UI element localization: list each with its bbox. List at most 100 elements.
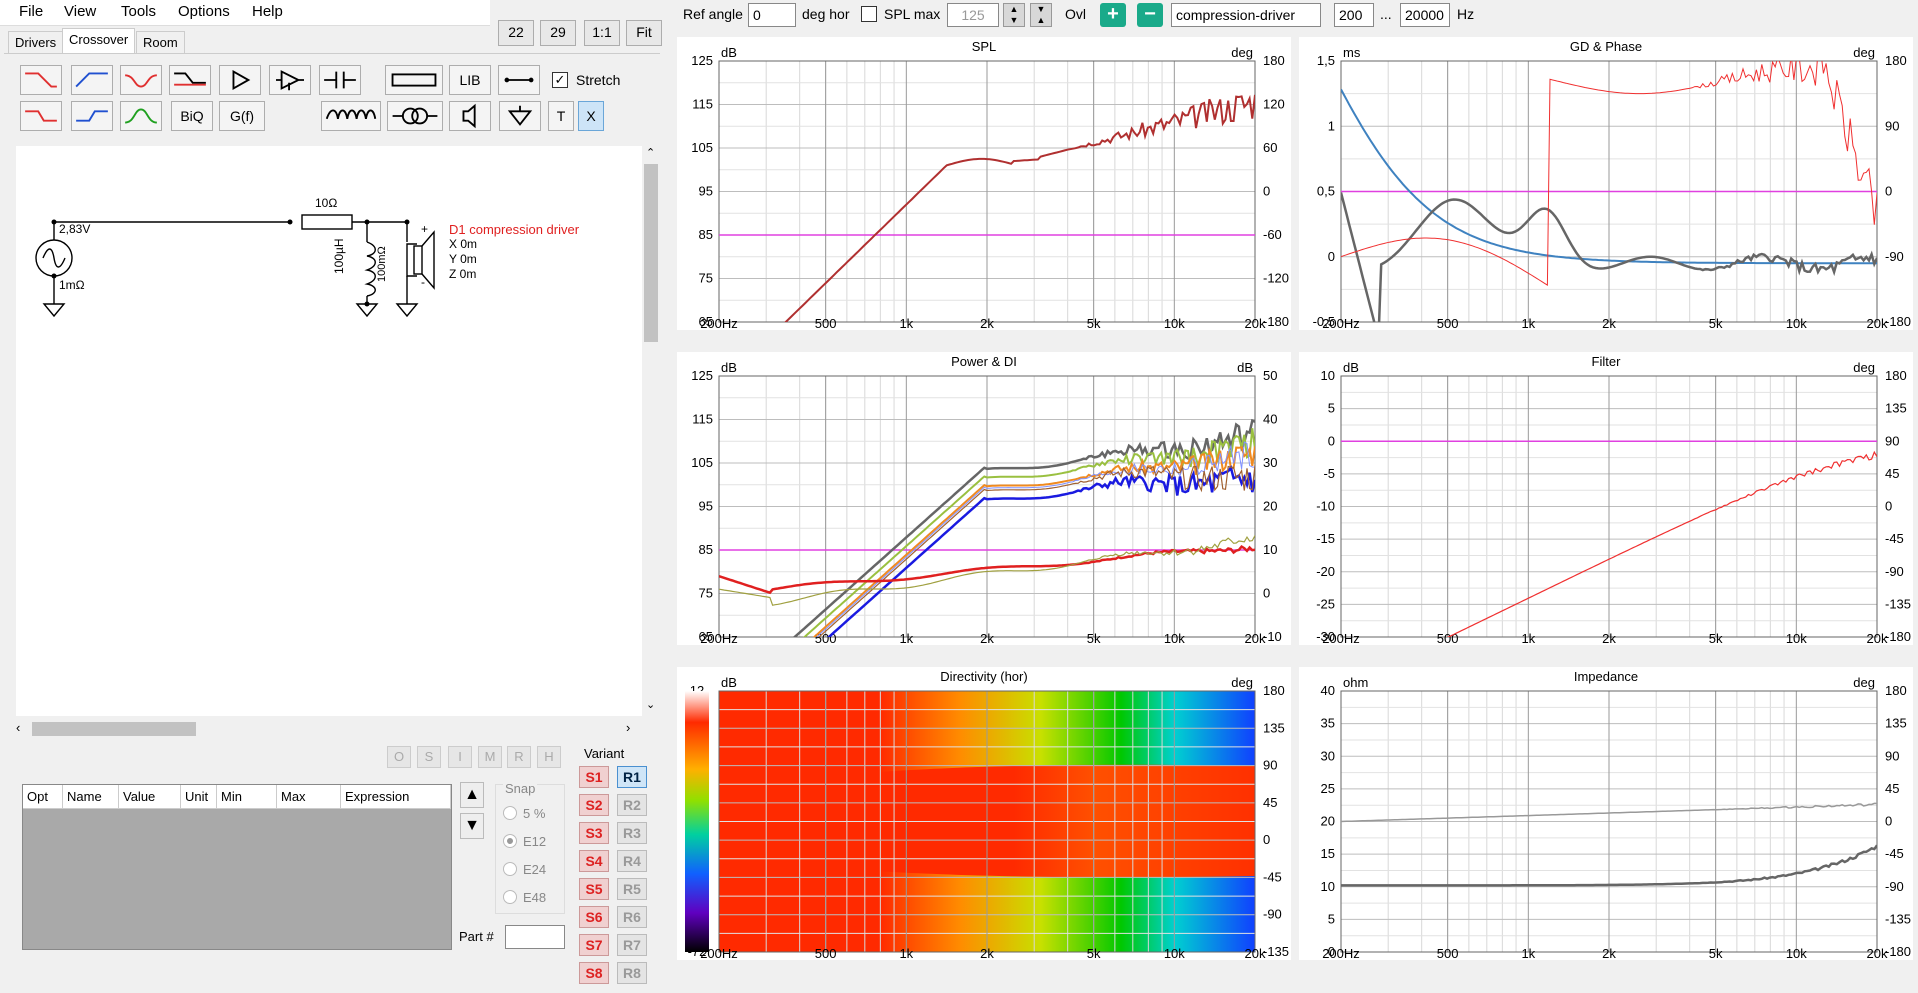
x-tool-button[interactable]: X — [578, 101, 604, 131]
tab-drivers[interactable]: Drivers — [8, 31, 64, 53]
directivity-chart[interactable]: Directivity (hor)dBdeg121800135-1290-244… — [677, 667, 1291, 960]
capacitor-icon[interactable] — [319, 65, 361, 95]
tab-room[interactable]: Room — [136, 31, 185, 53]
library-button[interactable]: LIB — [449, 65, 491, 95]
remove-overlay-button[interactable]: − — [1137, 3, 1163, 27]
scroll-up-icon[interactable]: ⌃ — [646, 147, 656, 159]
stretch-checkbox[interactable]: ✓ — [552, 72, 568, 88]
zoom-22-button[interactable]: 22 — [498, 20, 534, 46]
vertical-scroll-thumb[interactable] — [644, 164, 658, 342]
spl-max-spinner[interactable]: ▲ ▼ — [1003, 3, 1025, 27]
dir-ytick-right: -135 — [1263, 944, 1289, 959]
variant-r7-button[interactable]: R7 — [617, 934, 647, 956]
variant-s8-button[interactable]: S8 — [579, 962, 609, 984]
power-ytick-left: 125 — [691, 368, 713, 383]
zoom-29-button[interactable]: 29 — [540, 20, 576, 46]
zoom-fit-button[interactable]: Fit — [626, 20, 662, 46]
biquad-button[interactable]: BiQ — [171, 101, 213, 131]
wire-icon[interactable] — [498, 65, 540, 95]
highpass-blue-icon[interactable] — [71, 101, 113, 131]
variant-s3-button[interactable]: S3 — [579, 822, 609, 844]
opt-button-h[interactable]: H — [537, 746, 561, 768]
spl-ytick-left: 105 — [691, 140, 713, 155]
variant-r5-button[interactable]: R5 — [617, 878, 647, 900]
opt-button-i[interactable]: I — [448, 746, 472, 768]
menu-options[interactable]: Options — [178, 3, 230, 20]
variant-r3-button[interactable]: R3 — [617, 822, 647, 844]
col-value[interactable]: Value — [119, 785, 181, 809]
spl-chart[interactable]: SPL dB deg 125 180 115 120 105 60 95 0 85 -60 75 -120 6… — [677, 37, 1291, 330]
freq-max-input[interactable]: 20000 — [1400, 3, 1450, 27]
schematic-vertical-scrollbar[interactable]: ⌃ ⌄ — [642, 146, 660, 716]
spl-max-input[interactable]: 125 — [947, 3, 999, 27]
amplifier-icon[interactable] — [219, 65, 261, 95]
zoom-1to1-button[interactable]: 1:1 — [584, 20, 620, 46]
snap-5pct-radio[interactable]: 5 % — [503, 806, 545, 821]
shelf-filter-icon[interactable] — [169, 65, 211, 95]
col-name[interactable]: Name — [63, 785, 119, 809]
col-opt[interactable]: Opt — [23, 785, 63, 809]
col-min[interactable]: Min — [217, 785, 277, 809]
col-unit[interactable]: Unit — [181, 785, 217, 809]
impedance-chart[interactable]: Impedance ohm deg 40 180 35 135 30 90 25 45 20 0 15 -4… — [1299, 667, 1913, 960]
menu-help[interactable]: Help — [252, 3, 283, 20]
optimization-table[interactable]: Opt Name Value Unit Min Max Expression — [22, 784, 452, 950]
variant-r8-button[interactable]: R8 — [617, 962, 647, 984]
schematic-horizontal-scrollbar[interactable]: ‹ › — [16, 720, 642, 738]
power-di-chart[interactable]: Power & DI dB dB 125 50 115 40 105 30 95 20 85 10 75 0… — [677, 352, 1291, 645]
spl-max-range-button[interactable]: ▼ ▲ — [1030, 3, 1052, 27]
opt-button-s[interactable]: S — [417, 746, 441, 768]
scroll-left-icon[interactable]: ‹ — [16, 720, 21, 735]
snap-e12-radio[interactable]: E12 — [503, 834, 546, 849]
variant-r4-button[interactable]: R4 — [617, 850, 647, 872]
lowpass-filter-icon[interactable] — [20, 65, 62, 95]
col-max[interactable]: Max — [277, 785, 341, 809]
opamp-icon[interactable] — [269, 65, 311, 95]
variant-r2-button[interactable]: R2 — [617, 794, 647, 816]
bandpass-icon[interactable] — [120, 101, 162, 131]
highpass-filter-icon[interactable] — [71, 65, 113, 95]
ground-icon[interactable] — [499, 101, 541, 131]
col-expression[interactable]: Expression — [341, 785, 451, 809]
menu-file[interactable]: File — [19, 3, 44, 20]
lowpass-red-icon[interactable] — [20, 101, 62, 131]
snap-e24-radio[interactable]: E24 — [503, 862, 546, 877]
variant-s1-button[interactable]: S1 — [579, 766, 609, 788]
move-up-button[interactable]: ▲ — [460, 782, 484, 808]
tab-crossover[interactable]: Crossover — [62, 28, 136, 53]
overlay-driver-input[interactable]: compression-driver — [1171, 3, 1321, 27]
transfer-function-button[interactable]: G(f) — [219, 101, 265, 131]
transformer-icon[interactable] — [387, 101, 443, 131]
gd-phase-chart[interactable]: GD & Phase ms deg 1,5 180 1 90 0,5 0 0 -90 -0,5 -180… — [1299, 37, 1913, 330]
variant-s2-button[interactable]: S2 — [579, 794, 609, 816]
menu-tools[interactable]: Tools — [121, 3, 157, 20]
variant-s7-button[interactable]: S7 — [579, 934, 609, 956]
speaker-icon[interactable] — [449, 101, 491, 131]
spl-max-checkbox[interactable] — [861, 6, 877, 22]
variant-r1-button[interactable]: R1 — [617, 766, 647, 788]
move-down-button[interactable]: ▼ — [460, 813, 484, 839]
opt-button-o[interactable]: O — [387, 746, 411, 768]
opt-button-m[interactable]: M — [478, 746, 502, 768]
freq-min-input[interactable]: 200 — [1334, 3, 1374, 27]
add-overlay-button[interactable]: + — [1100, 3, 1126, 27]
bandstop-filter-icon[interactable] — [120, 65, 162, 95]
text-tool-button[interactable]: T — [548, 101, 574, 131]
variant-s4-button[interactable]: S4 — [579, 850, 609, 872]
filter-xtick: 5k — [1709, 631, 1723, 645]
variant-r6-button[interactable]: R6 — [617, 906, 647, 928]
variant-s5-button[interactable]: S5 — [579, 878, 609, 900]
snap-e48-radio[interactable]: E48 — [503, 890, 546, 905]
inductor-icon[interactable] — [321, 101, 381, 131]
filter-chart[interactable]: Filter dB deg 10 180 5 135 0 90 -5 45 -10 0 -15 -45 -20… — [1299, 352, 1913, 645]
scroll-down-icon[interactable]: ⌄ — [646, 699, 656, 711]
ref-angle-input[interactable]: 0 — [748, 3, 796, 27]
schematic-canvas[interactable]: 2,83V 1mΩ 10Ω 100µH 100mΩ + - D1 compres… — [16, 146, 642, 716]
scroll-right-icon[interactable]: › — [626, 720, 631, 735]
horizontal-scroll-thumb[interactable] — [32, 722, 196, 736]
part-number-input[interactable] — [505, 925, 565, 949]
menu-view[interactable]: View — [64, 3, 97, 20]
variant-s6-button[interactable]: S6 — [579, 906, 609, 928]
opt-button-r[interactable]: R — [507, 746, 531, 768]
resistor-icon[interactable] — [385, 65, 443, 95]
